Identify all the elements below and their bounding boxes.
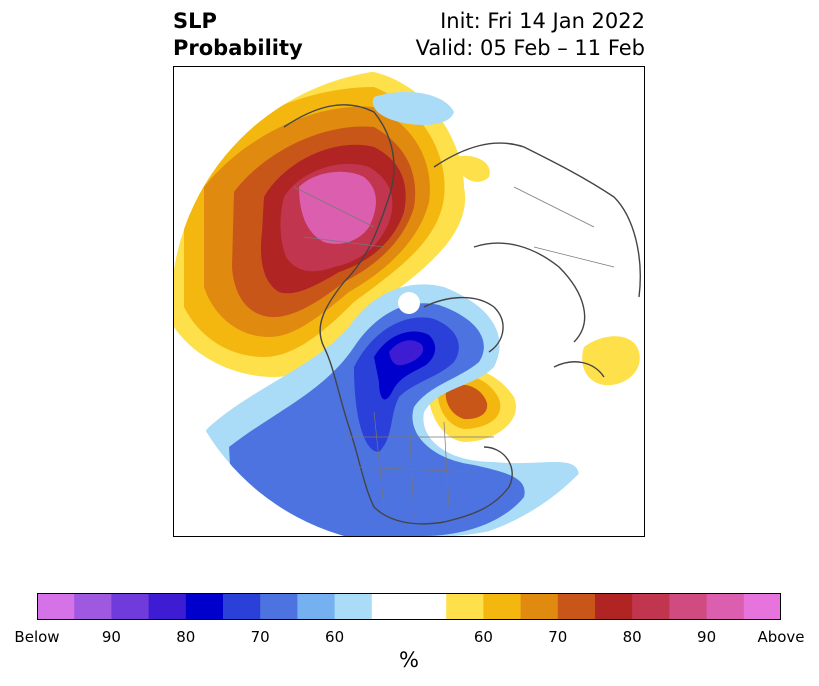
colorbar-segment — [557, 593, 596, 620]
colorbar-unit-label: % — [399, 648, 419, 672]
title-variable-line1: SLP — [173, 9, 217, 33]
below-60-north-region — [372, 92, 454, 125]
above-70-greenland-region — [445, 384, 488, 420]
valid-date-range: Valid: 05 Feb – 11 Feb — [415, 36, 645, 60]
colorbar-segment — [148, 593, 187, 620]
map-title-variable: SLP Probability — [173, 8, 303, 62]
colorbar-segment — [334, 593, 373, 620]
colorbar-tick-label: 90 — [697, 628, 717, 646]
colorbar-tick-label: 60 — [325, 628, 345, 646]
title-variable-line2: Probability — [173, 36, 303, 60]
colorbar-segment — [669, 593, 708, 620]
colorbar-segment — [706, 593, 745, 620]
map-title-dates: Init: Fri 14 Jan 2022 Valid: 05 Feb – 11… — [416, 8, 645, 62]
map-panel — [173, 66, 645, 537]
above-60-europe-region — [582, 336, 640, 386]
below-80-region — [389, 340, 424, 366]
colorbar-tick-label: 70 — [548, 628, 568, 646]
probability-colorbar — [37, 593, 781, 620]
colorbar-tick-label: 80 — [176, 628, 196, 646]
colorbar-tick-label: 70 — [250, 628, 270, 646]
colorbar-segment — [483, 593, 522, 620]
colorbar-segment — [111, 593, 150, 620]
colorbar-segment — [223, 593, 261, 620]
colorbar-segment — [446, 593, 484, 620]
colorbar-segment — [520, 593, 559, 620]
colorbar-segment — [260, 593, 298, 620]
colorbar-tick-label: 90 — [101, 628, 121, 646]
probability-map — [174, 72, 641, 536]
colorbar-tick-label: 80 — [622, 628, 642, 646]
colorbar-segment — [74, 593, 112, 620]
colorbar-segment — [743, 593, 781, 620]
colorbar-segment — [371, 593, 410, 620]
north-pole-marker — [398, 292, 420, 314]
colorbar-border — [37, 593, 781, 620]
colorbar-segment — [632, 593, 670, 620]
above-90-region — [299, 171, 376, 244]
colorbar-segment — [297, 593, 336, 620]
colorbar-segment — [409, 593, 447, 620]
colorbar-segment — [185, 593, 224, 620]
above-60-east-region — [454, 155, 490, 182]
coastlines — [283, 104, 641, 525]
colorbar-segment — [595, 593, 633, 620]
colorbar-tick-label: 60 — [473, 628, 493, 646]
colorbar-tick-label: Above — [757, 628, 805, 646]
init-date: Init: Fri 14 Jan 2022 — [440, 9, 645, 33]
colorbar-tick-label: Below — [14, 628, 60, 646]
political-borders — [293, 186, 615, 518]
colorbar-segment — [37, 593, 75, 620]
